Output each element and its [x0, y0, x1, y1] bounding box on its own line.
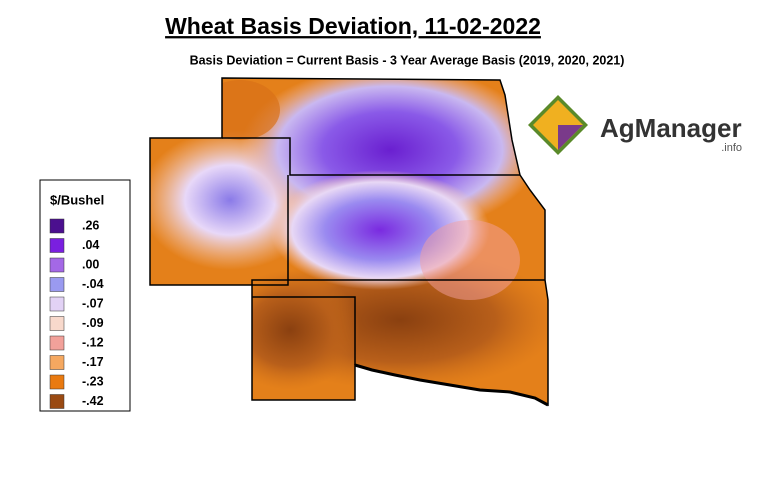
legend-label: .26 — [82, 218, 99, 232]
legend-swatch — [49, 374, 65, 390]
logo-diamond-part — [558, 125, 583, 150]
legend-swatch — [49, 296, 65, 312]
legend: $/Bushel .26 .04 .00 -.04 -.07 -.09 -.12 -.17 -.… — [39, 179, 131, 412]
map-title: Wheat Basis Deviation, 11-02-2022 — [165, 13, 541, 39]
legend-box — [39, 179, 131, 412]
logo-suffix: .info — [721, 142, 742, 154]
legend-swatch — [49, 277, 65, 292]
legend-swatch — [49, 355, 65, 370]
legend-label: -.09 — [82, 316, 104, 330]
legend-label: .00 — [82, 257, 99, 271]
map-subtitle: Basis Deviation = Current Basis - 3 Year… — [190, 53, 625, 67]
legend-label: -.42 — [82, 394, 104, 408]
legend-label: -.23 — [82, 374, 104, 388]
legend-label: -.12 — [82, 335, 104, 349]
logo-name: AgManager — [600, 113, 742, 143]
legend-label: .04 — [82, 238, 99, 252]
legend-label: -.07 — [82, 296, 104, 310]
legend-swatch — [49, 257, 65, 273]
legend-label: -.17 — [82, 355, 104, 369]
state-borders — [149, 77, 549, 407]
legend-swatch — [49, 218, 65, 234]
legend-swatch — [49, 394, 65, 409]
legend-label: -.04 — [82, 277, 104, 291]
logo: AgManager .info — [524, 95, 742, 167]
basis-surface — [150, 78, 548, 405]
legend-title: $/Bushel — [50, 192, 104, 207]
legend-swatch — [49, 316, 65, 331]
legend-swatch — [49, 335, 65, 351]
legend-swatch — [49, 238, 65, 253]
